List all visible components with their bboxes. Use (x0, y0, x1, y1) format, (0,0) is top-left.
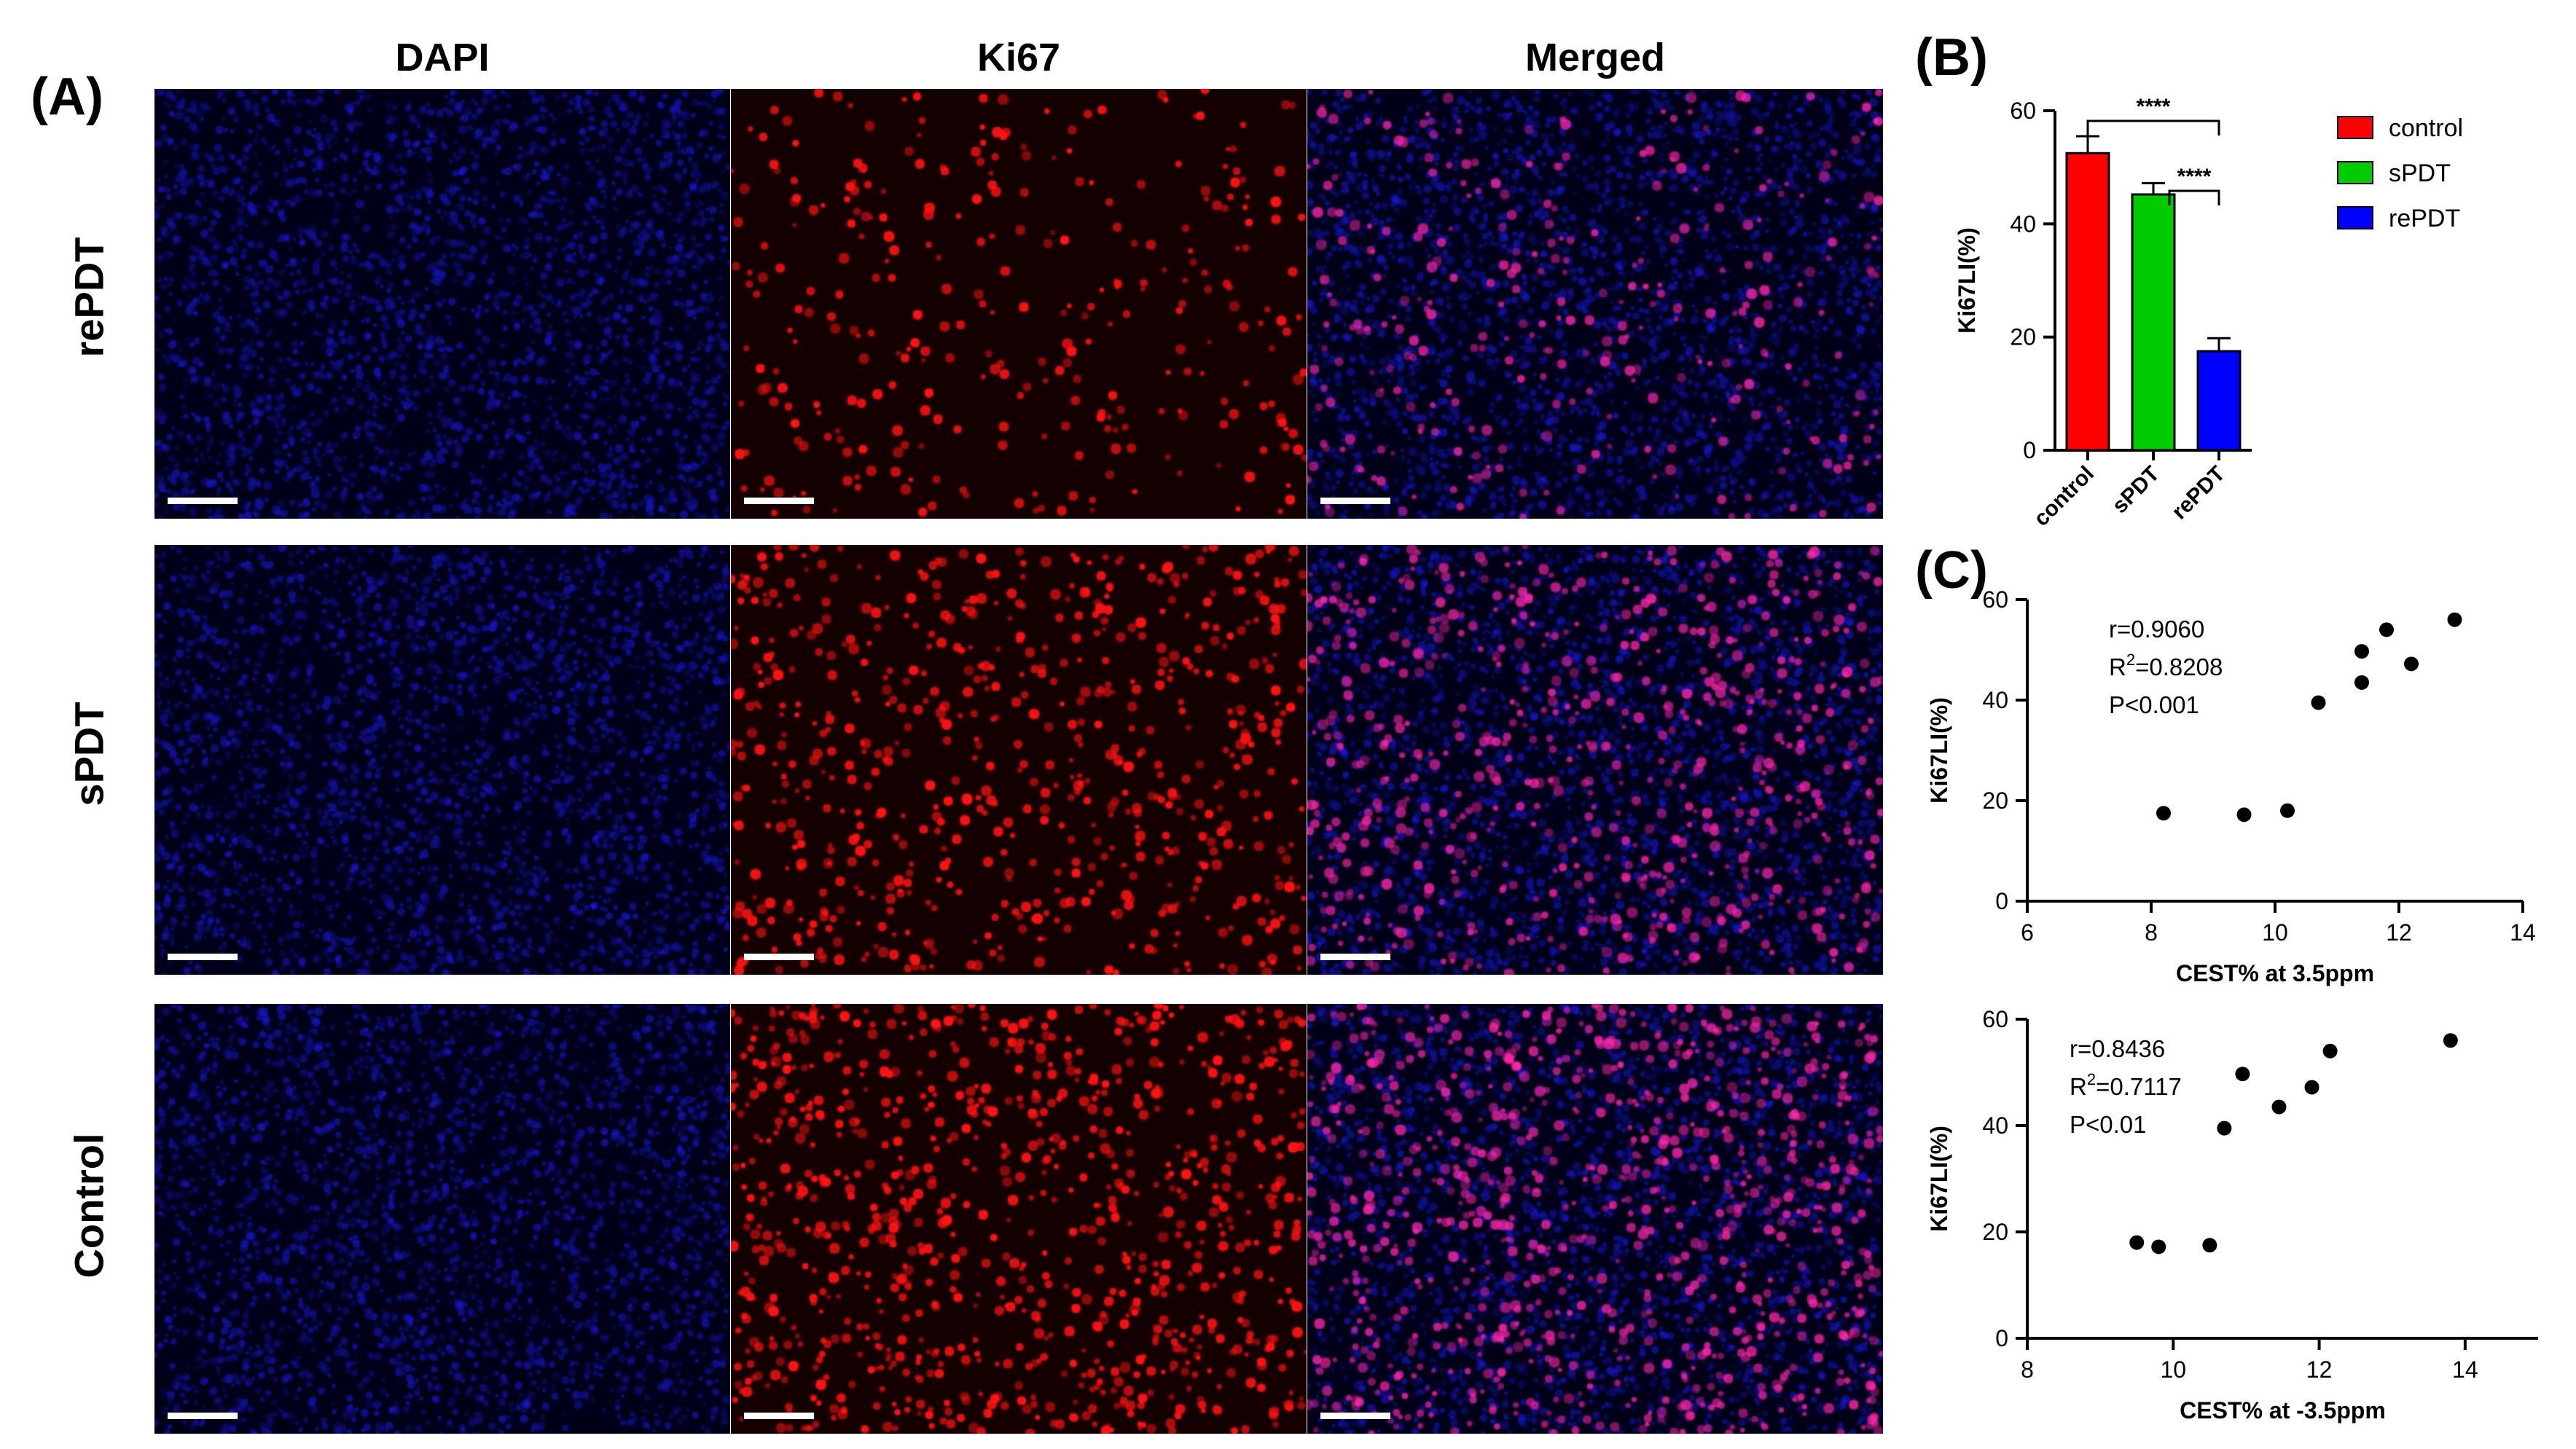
x-tick-label: 14 (2510, 919, 2536, 946)
data-point (2217, 1120, 2232, 1136)
micrograph-repdt-ki67 (731, 89, 1307, 519)
scale-bar (168, 954, 238, 960)
stat-r: r=0.9060 (2109, 616, 2204, 643)
x-axis-label: CEST% at -3.5ppm (2180, 1397, 2386, 1424)
scale-bar (1320, 954, 1390, 960)
y-axis-label: Ki67LI(%) (1954, 227, 1980, 334)
x-tick-label: sPDT (2107, 462, 2164, 519)
bar-sPDT (2131, 193, 2176, 452)
scale-bar (168, 498, 238, 504)
legend-label-sPDT: sPDT (2389, 160, 2451, 187)
legend-swatch-sPDT (2337, 161, 2373, 184)
scatter-chart-cest-3-5ppm: 0 20 40 60 6 8 10 12 14 CEST% at 3.5ppm Ki67LI(%) r… (1926, 586, 2536, 986)
significance-bracket (2086, 119, 2220, 136)
y-tick-label: 40 (2010, 211, 2036, 237)
panel-b-label: (B) (1915, 28, 1988, 87)
y-axis-label: Ki67LI(%) (1926, 1126, 1952, 1232)
x-tick-label: 8 (2145, 919, 2158, 946)
y-tick-label: 20 (1982, 1219, 2008, 1245)
significance-bracket (2168, 189, 2220, 205)
data-point (2404, 656, 2419, 672)
y-tick-label: 0 (1995, 1325, 2008, 1351)
scale-bar (744, 954, 814, 960)
x-tick-label: 12 (2386, 919, 2412, 946)
legend-label-rePDT: rePDT (2389, 205, 2460, 232)
row-label-spdt: sPDT (66, 702, 112, 806)
micrograph-repdt-merged (1307, 89, 1883, 519)
column-header-dapi: DAPI (395, 36, 490, 79)
micrograph-spdt-dapi (154, 545, 730, 975)
x-axis-label: CEST% at 3.5ppm (2176, 960, 2374, 986)
legend-swatch-control (2337, 116, 2373, 139)
legend-swatch-rePDT (2337, 206, 2373, 229)
data-point (2354, 644, 2369, 659)
micrograph-control-merged (1307, 1004, 1883, 1434)
x-tick-label: 6 (2021, 919, 2034, 946)
data-point (2271, 1099, 2287, 1115)
data-point (2236, 807, 2252, 822)
x-tick-label: control (2029, 462, 2099, 531)
y-tick-label: 60 (1982, 586, 2008, 613)
y-tick-label: 0 (2023, 437, 2036, 463)
data-point (2311, 695, 2326, 710)
stat-p: P<0.01 (2070, 1111, 2147, 1138)
x-tick-label: 10 (2160, 1356, 2186, 1383)
y-tick-label: 0 (1995, 888, 2008, 914)
scale-bar (1320, 498, 1390, 504)
stat-p: P<0.001 (2109, 691, 2199, 718)
data-point (2280, 803, 2295, 818)
row-label-control: Control (66, 1133, 112, 1279)
x-tick-label: 10 (2262, 919, 2288, 946)
data-point (2202, 1238, 2217, 1253)
micrograph-spdt-merged (1307, 545, 1883, 975)
y-axis-label: Ki67LI(%) (1926, 697, 1952, 804)
significance-label: **** (2137, 95, 2171, 119)
y-tick-label: 20 (2010, 324, 2036, 350)
x-tick-label: 14 (2452, 1356, 2478, 1383)
data-point (2379, 622, 2394, 637)
scale-bar (744, 498, 814, 504)
x-tick-label: 12 (2306, 1356, 2333, 1383)
data-point (2235, 1067, 2250, 1082)
bar-control (2065, 152, 2110, 452)
x-tick-label: 8 (2021, 1356, 2034, 1383)
stat-r: r=0.8436 (2070, 1035, 2165, 1062)
data-point (2304, 1080, 2319, 1095)
data-point (2322, 1043, 2338, 1059)
panel-a-label: (A) (31, 68, 103, 126)
row-label-repdt: rePDT (66, 237, 112, 358)
scale-bar (744, 1413, 814, 1419)
y-tick-label: 20 (1982, 788, 2008, 814)
micrograph-repdt-dapi (154, 89, 730, 519)
data-point (2156, 806, 2171, 821)
data-point (2129, 1235, 2145, 1250)
scale-bar (1320, 1413, 1390, 1419)
y-tick-label: 40 (1982, 1112, 2008, 1139)
micrograph-control-dapi (154, 1004, 730, 1434)
stat-r-squared: R2=0.8208 (2109, 651, 2223, 680)
data-point (2447, 612, 2462, 627)
x-tick-label: rePDT (2167, 462, 2230, 525)
micrograph-control-ki67 (731, 1004, 1307, 1434)
y-tick-label: 60 (1982, 1006, 2008, 1032)
scatter-chart-cest-neg-3-5ppm: 0 20 40 60 8 10 12 14 CEST% at -3.5ppm Ki67LI(%) r… (1926, 1006, 2538, 1424)
data-point (2443, 1033, 2458, 1048)
bar-rePDT (2196, 350, 2242, 452)
data-point (2354, 675, 2369, 690)
legend-label-control: control (2389, 114, 2463, 142)
micrograph-spdt-ki67 (731, 545, 1307, 975)
data-point (2151, 1239, 2166, 1254)
y-tick-label: 40 (1982, 687, 2008, 713)
panel-c-label: (C) (1915, 541, 1988, 600)
stat-r-squared: R2=0.7117 (2070, 1070, 2182, 1100)
scale-bar (168, 1413, 238, 1419)
column-header-merged: Merged (1524, 36, 1666, 79)
column-header-ki67: Ki67 (976, 36, 1061, 79)
significance-label: **** (2177, 165, 2212, 189)
y-tick-label: 60 (2010, 98, 2036, 124)
